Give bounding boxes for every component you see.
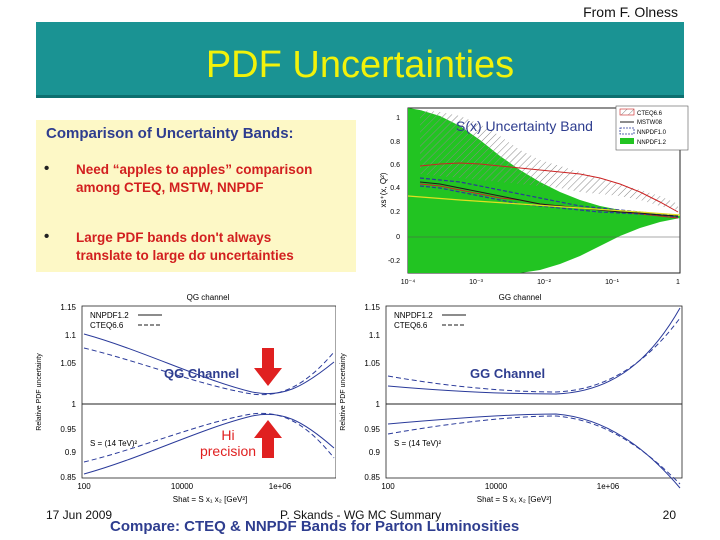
- nnpdf12-upper-curve: [387, 307, 681, 395]
- gg-channel-plot: GG channel 1.15 1.1 1.05 1 0.95 0.9 0.85…: [336, 288, 688, 506]
- legend-entry: NNPDF1.2: [394, 311, 433, 320]
- nnpdf12-lower-curve: [387, 413, 681, 489]
- y-tick-label: -0.2: [388, 258, 400, 265]
- cteq66-upper-curve: [419, 162, 679, 213]
- x-tick-label: 10⁻⁴: [401, 279, 416, 286]
- legend-entry: NNPDF1.2: [90, 311, 129, 320]
- y-axis-label: Relative PDF uncertainty: [340, 353, 347, 431]
- cteq66-upper-curve: [387, 317, 681, 393]
- qg-channel-label: QG Channel: [164, 366, 239, 381]
- x-tick-label: 1: [676, 279, 680, 286]
- nnpdf12-lower-curve: [83, 413, 335, 475]
- page-number: 20: [662, 508, 676, 522]
- legend-entry: CTEQ6.6: [394, 321, 428, 330]
- legend-entry: CTEQ6.6: [637, 111, 663, 117]
- cteq66-lower-curve: [83, 412, 335, 463]
- legend-entry: NNPDF1.2: [637, 140, 667, 146]
- down-arrow-icon: [254, 348, 282, 386]
- energy-label: S = (14 TeV)²: [90, 439, 138, 448]
- y-tick-label: 0.2: [390, 209, 400, 216]
- legend-entry: MSTW08: [637, 120, 663, 126]
- slide-title: PDF Uncertainties: [205, 44, 515, 86]
- y-tick-label: 0.85: [60, 473, 76, 482]
- y-tick-label: 0.9: [369, 448, 381, 457]
- y-tick-label: 0.95: [364, 425, 380, 434]
- x-tick-label: 10⁻³: [469, 279, 483, 286]
- y-tick-label: 0.6: [390, 162, 400, 169]
- y-tick-label: 1: [376, 400, 381, 409]
- x-tick-label: 1e+06: [597, 482, 620, 491]
- y-tick-label: 0: [396, 234, 400, 241]
- legend-entry: CTEQ6.6: [90, 321, 124, 330]
- y-tick-label: 1.05: [60, 359, 76, 368]
- gg-plot-title: GG channel: [499, 293, 542, 302]
- y-tick-label: 1.1: [369, 331, 381, 340]
- y-tick-label: 0.8: [390, 139, 400, 146]
- nnpdf12-upper-curve: [83, 333, 335, 395]
- cteq66-upper-curve: [83, 347, 335, 396]
- qg-channel-plot: QG channel 1.15 1.1 1.05 1 0.95 0.9 0.85…: [32, 288, 352, 506]
- x-axis-label: Shat = S x₁ x₂ [GeV²]: [173, 495, 248, 504]
- bullet-marker: •: [44, 160, 50, 177]
- x-tick-label: 10000: [171, 482, 194, 491]
- legend-swatch-cteq: [619, 108, 635, 116]
- y-axis-label: Relative PDF uncertainty: [36, 353, 43, 431]
- bullet-2-line-1: Large PDF bands don't always: [76, 230, 272, 245]
- x-tick-label: 10⁻¹: [605, 279, 619, 286]
- y-tick-label: 1.1: [65, 331, 77, 340]
- x-tick-label: 100: [77, 482, 91, 491]
- gg-channel-label: GG Channel: [470, 366, 545, 381]
- reference-curve: [407, 195, 681, 216]
- plot-frame: [385, 305, 683, 479]
- luminosity-caption: Compare: CTEQ & NNPDF Bands for Parton L…: [110, 518, 520, 535]
- annotation-precision: precision: [200, 443, 256, 459]
- x-tick-label: 100: [381, 482, 395, 491]
- legend-entry: NNPDF1.0: [637, 130, 667, 136]
- x-axis-label: Shat = S x₁ x₂ [GeV²]: [477, 495, 552, 504]
- footer-presenter: P. Skands - WG MC Summary: [280, 508, 442, 522]
- y-tick-label: 1.05: [364, 359, 380, 368]
- sx-band-label: S(x) Uncertainty Band: [456, 118, 593, 134]
- sx-uncertainty-plot: 1 0.8 0.6 0.4 0.2 0 -0.2 xs⁺(x, Q²) 10⁻⁴…: [360, 100, 690, 295]
- author-credit: From F. Olness: [583, 4, 678, 20]
- cteq66-lower-curve: [387, 415, 681, 485]
- x-tick-label: 10000: [485, 482, 508, 491]
- y-tick-label: 1: [396, 115, 400, 122]
- comparison-box: [36, 120, 356, 272]
- up-arrow-icon: [254, 420, 282, 458]
- legend-swatch-nnpdf10: [619, 127, 635, 135]
- bullet-2-line-2: translate to large dσ uncertainties: [76, 248, 294, 263]
- mstw08-curve: [419, 181, 679, 217]
- x-tick-label: 10⁻²: [537, 279, 551, 286]
- y-tick-label: 1.15: [60, 303, 76, 312]
- cteq66-band: [420, 110, 678, 210]
- comparison-heading: Comparison of Uncertainty Bands:: [46, 125, 294, 142]
- energy-label: S = (14 TeV)²: [394, 439, 442, 448]
- y-tick-label: 0.85: [364, 473, 380, 482]
- y-tick-label: 1: [72, 400, 77, 409]
- bullet-1-line-1: Need “apples to apples” comparison: [76, 162, 313, 177]
- bullet-1-line-2: among CTEQ, MSTW, NNPDF: [76, 180, 264, 195]
- bullet-marker: •: [44, 228, 50, 245]
- y-tick-label: 0.9: [65, 448, 77, 457]
- y-axis-label: xs⁺(x, Q²): [379, 172, 388, 207]
- x-tick-label: 1e+06: [269, 482, 292, 491]
- legend-swatch-nnpdf12: [620, 138, 634, 144]
- y-tick-label: 0.4: [390, 185, 400, 192]
- title-bar: [36, 22, 684, 98]
- nnpdf10-curve: [419, 185, 679, 218]
- y-tick-label: 1.15: [364, 303, 380, 312]
- qg-plot-title: QG channel: [187, 293, 230, 302]
- annotation-hi: Hi: [221, 427, 234, 443]
- footer-date: 17 Jun 2009: [46, 508, 113, 522]
- y-tick-label: 0.95: [60, 425, 76, 434]
